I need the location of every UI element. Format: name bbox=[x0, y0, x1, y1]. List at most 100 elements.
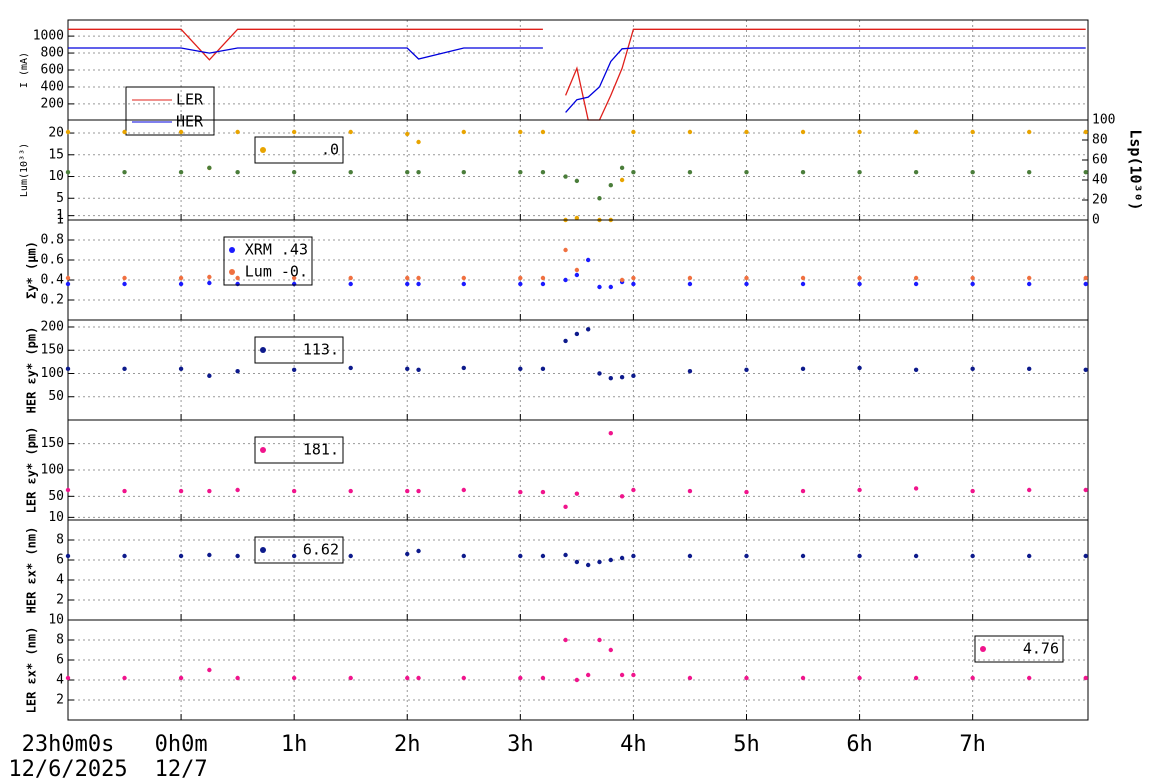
data-point bbox=[585, 562, 591, 568]
data-point bbox=[1083, 675, 1088, 681]
data-point bbox=[970, 169, 975, 175]
y-tick-label: 2 bbox=[56, 693, 64, 708]
data-point bbox=[65, 275, 71, 281]
data-point bbox=[970, 129, 975, 135]
legend-box bbox=[254, 336, 344, 364]
data-point bbox=[540, 275, 546, 281]
y-tick-label: 50 bbox=[48, 389, 64, 404]
data-point bbox=[574, 559, 580, 565]
data-point bbox=[608, 430, 613, 436]
data-point bbox=[348, 169, 353, 175]
y-tick-label: 8 bbox=[56, 533, 64, 548]
data-point bbox=[585, 672, 591, 678]
data-point bbox=[608, 284, 613, 290]
legend-swatch bbox=[260, 347, 266, 353]
y-tick-label: 0.2 bbox=[41, 293, 64, 308]
data-point bbox=[619, 672, 625, 678]
data-point bbox=[744, 281, 749, 287]
data-point bbox=[348, 281, 353, 287]
y-axis-label: LER εy* (pm) bbox=[25, 427, 39, 514]
data-point bbox=[291, 553, 297, 559]
data-point bbox=[857, 365, 862, 371]
data-point bbox=[1083, 553, 1088, 559]
data-point bbox=[608, 557, 613, 563]
data-point bbox=[405, 281, 410, 287]
data-point bbox=[687, 275, 693, 281]
data-point bbox=[348, 365, 353, 371]
data-point bbox=[574, 178, 580, 184]
data-point bbox=[800, 675, 806, 681]
data-point bbox=[608, 375, 613, 381]
y-axis-label: HER εx* (nm) bbox=[25, 527, 39, 614]
data-point bbox=[416, 281, 421, 287]
data-point bbox=[540, 129, 546, 135]
data-point bbox=[461, 675, 466, 681]
data-point bbox=[178, 169, 184, 175]
data-point bbox=[416, 169, 421, 175]
data-point bbox=[913, 129, 919, 135]
data-point bbox=[619, 375, 625, 380]
x-date-label: 12/7 bbox=[155, 757, 208, 782]
data-point bbox=[744, 553, 749, 559]
data-point bbox=[608, 183, 613, 188]
data-point bbox=[405, 366, 410, 372]
data-point bbox=[122, 129, 127, 135]
data-point bbox=[178, 281, 184, 287]
y-tick-label: 0.4 bbox=[41, 273, 65, 288]
data-point bbox=[687, 169, 693, 175]
data-point bbox=[619, 177, 625, 183]
data-point bbox=[619, 277, 625, 283]
data-point bbox=[461, 487, 466, 493]
legend-box bbox=[223, 236, 313, 286]
data-point bbox=[597, 637, 602, 643]
data-point bbox=[585, 257, 591, 263]
data-point bbox=[619, 555, 625, 561]
y2-tick-label: 100 bbox=[1092, 113, 1115, 128]
data-point bbox=[65, 487, 71, 493]
y-axis-label: LER εx* (nm) bbox=[25, 627, 39, 714]
data-point bbox=[631, 672, 636, 678]
data-point bbox=[405, 551, 410, 557]
data-point bbox=[1083, 275, 1088, 281]
y2-tick-label: 0 bbox=[1092, 213, 1100, 228]
data-point bbox=[235, 275, 240, 281]
data-point bbox=[563, 174, 568, 179]
data-point bbox=[970, 366, 975, 372]
data-point bbox=[913, 553, 919, 559]
data-point bbox=[597, 196, 602, 201]
data-point bbox=[291, 281, 297, 287]
legend-label: 6.62 bbox=[303, 541, 339, 559]
data-point bbox=[122, 675, 127, 681]
data-point bbox=[122, 488, 127, 494]
data-point bbox=[207, 552, 212, 558]
data-point bbox=[540, 675, 546, 681]
x-tick-label: 3h bbox=[507, 732, 534, 757]
data-point bbox=[540, 489, 546, 495]
data-point bbox=[800, 553, 806, 559]
y2-axis-label: Lsp(10³⁰) bbox=[1127, 129, 1145, 210]
y-tick-label: 10 bbox=[48, 169, 64, 184]
data-point bbox=[461, 169, 466, 175]
data-point bbox=[913, 675, 919, 681]
data-point bbox=[857, 275, 862, 281]
data-point bbox=[687, 129, 693, 135]
x-tick-label: 2h bbox=[394, 732, 421, 757]
data-point bbox=[800, 169, 806, 175]
legend-box bbox=[254, 136, 344, 164]
data-point bbox=[405, 169, 410, 175]
y-tick-label: 100 bbox=[41, 463, 64, 478]
data-point bbox=[631, 275, 636, 281]
data-point bbox=[291, 367, 297, 372]
data-point bbox=[178, 488, 184, 494]
data-point bbox=[178, 675, 184, 681]
legend-label: .0 bbox=[321, 141, 339, 159]
data-point bbox=[65, 366, 71, 372]
data-point bbox=[207, 280, 212, 286]
data-point bbox=[913, 367, 919, 372]
data-point bbox=[744, 367, 749, 372]
data-point bbox=[235, 368, 240, 374]
data-point bbox=[65, 553, 71, 559]
data-point bbox=[405, 675, 410, 681]
data-point bbox=[348, 553, 353, 559]
data-point bbox=[122, 275, 127, 281]
